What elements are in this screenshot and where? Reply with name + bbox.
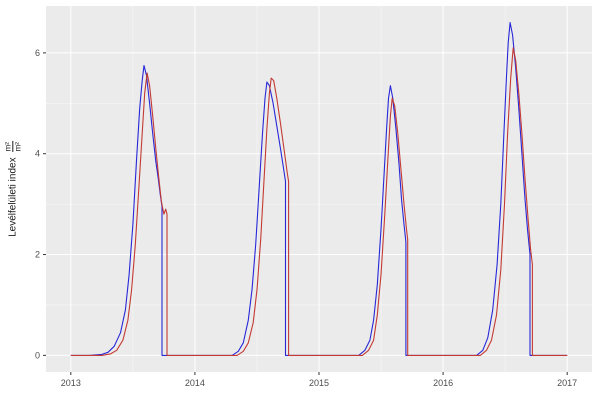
series-red-line [70,47,568,356]
y-axis-title-fraction: m² m² [3,141,23,153]
y-axis-title: Levélfelületi index m² m² [3,141,23,237]
y-tick-label: 6 [35,48,40,58]
x-tick-label: 2013 [61,378,81,388]
fraction-denominator: m² [13,142,23,152]
x-tick-label: 2016 [433,378,453,388]
x-tick-label: 2017 [557,378,577,388]
y-axis-title-text: Levélfelületi index [7,157,19,237]
y-tick-label: 2 [35,250,40,260]
fraction-numerator: m² [3,141,14,153]
x-tick-label: 2015 [309,378,329,388]
x-tick-label: 2014 [185,378,205,388]
y-tick-label: 0 [35,350,40,360]
y-tick-label: 4 [35,149,40,159]
